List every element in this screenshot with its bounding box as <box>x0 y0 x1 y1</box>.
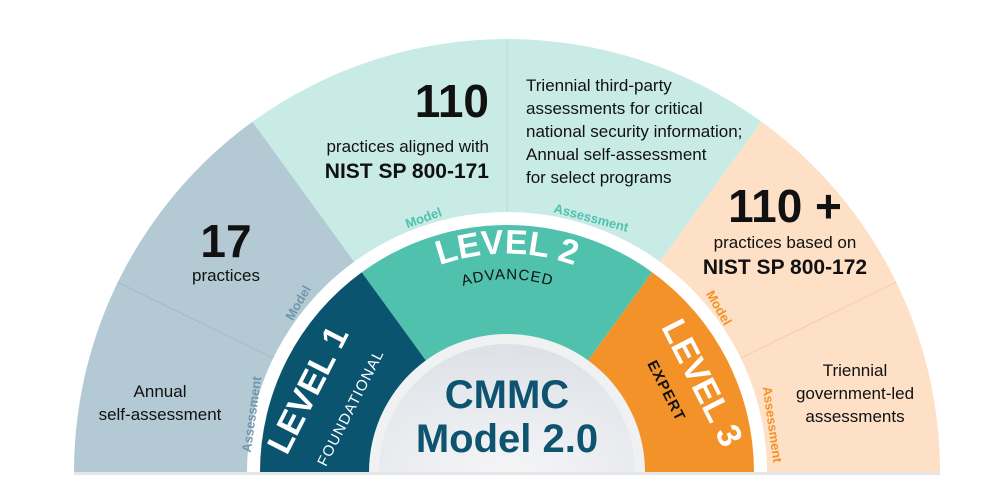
baseline-shadow <box>74 472 940 475</box>
level3-assessment-line2: government-led <box>796 384 914 403</box>
level1-assessment-line1: Annual <box>134 382 187 401</box>
level2-practice-count: 110 <box>415 75 489 127</box>
level3-practice-text: practices based on <box>714 233 857 252</box>
level1-assessment-line2: self-assessment <box>99 405 222 424</box>
level1-practice-text: practices <box>192 266 260 285</box>
level2-assessment-line2: assessments for critical <box>526 99 703 118</box>
level3-standard: NIST SP 800-172 <box>703 256 867 279</box>
center-title-line1: CMMC <box>445 373 569 417</box>
level2-assessment-line4: Annual self-assessment <box>526 145 707 164</box>
center-title-line2: Model 2.0 <box>416 417 598 461</box>
level2-assessment-line3: national security information; <box>526 122 742 141</box>
core <box>379 344 635 472</box>
level2-standard: NIST SP 800-171 <box>325 160 490 183</box>
level2-practice-text: practices aligned with <box>326 137 489 156</box>
level2-assessment-line5: for select programs <box>526 168 672 187</box>
level3-assessment-line1: Triennial <box>823 361 888 380</box>
level2-assessment-line1: Triennial third-party <box>526 76 672 95</box>
level3-practice-count: 110 + <box>728 180 842 232</box>
level1-practice-count: 17 <box>200 215 251 267</box>
level3-assessment-line3: assessments <box>805 407 904 426</box>
